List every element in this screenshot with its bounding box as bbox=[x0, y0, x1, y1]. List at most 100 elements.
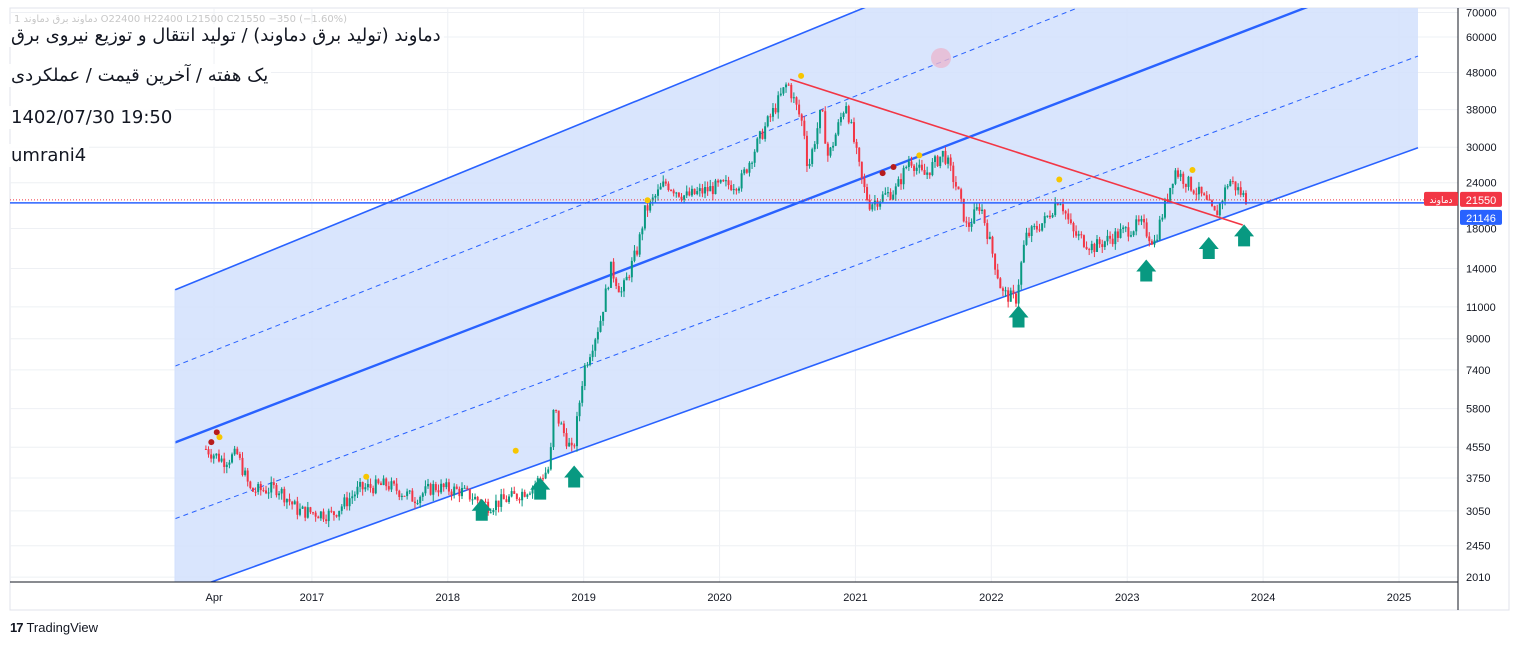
candle-body bbox=[654, 195, 657, 198]
candle-body bbox=[764, 126, 767, 139]
candle-body bbox=[568, 442, 571, 447]
candle-body bbox=[1009, 290, 1012, 302]
candle-body bbox=[424, 486, 427, 494]
symbol-tag-label: دماوند bbox=[1429, 196, 1452, 206]
candle-body bbox=[670, 190, 673, 192]
candle-body bbox=[460, 487, 463, 497]
candle-body bbox=[758, 131, 761, 139]
candle-body bbox=[860, 161, 863, 179]
candle-body bbox=[994, 253, 997, 270]
candle-body bbox=[565, 433, 568, 447]
candle-body bbox=[701, 188, 704, 194]
candle-body bbox=[1022, 244, 1025, 263]
candle-body bbox=[434, 484, 437, 491]
candle-body bbox=[204, 448, 207, 450]
candle-body bbox=[996, 269, 999, 279]
candle-body bbox=[847, 106, 850, 123]
regression-channel[interactable] bbox=[174, 0, 1419, 595]
channel-fill bbox=[175, 8, 1418, 582]
candle-body bbox=[1182, 173, 1185, 184]
candle-body bbox=[795, 97, 798, 105]
candle-body bbox=[706, 187, 709, 192]
y-tick-label: 9000 bbox=[1466, 334, 1490, 346]
candle-body bbox=[1028, 232, 1031, 236]
candle-body bbox=[1197, 186, 1200, 195]
candle-body bbox=[544, 472, 547, 479]
candle-body bbox=[1077, 234, 1080, 236]
candle-body bbox=[612, 261, 615, 279]
candle-body bbox=[740, 173, 743, 189]
candle-body bbox=[920, 164, 923, 170]
candle-body bbox=[1143, 219, 1146, 223]
candle-body bbox=[892, 194, 895, 200]
candle-body bbox=[960, 189, 963, 199]
candle-body bbox=[884, 193, 887, 195]
candle-body bbox=[471, 499, 474, 501]
up-arrow-icon bbox=[564, 465, 585, 488]
symbol-tag bbox=[1424, 191, 1458, 206]
candle-body bbox=[894, 186, 897, 195]
candle-body bbox=[505, 499, 508, 503]
candle-body bbox=[379, 483, 382, 486]
candle-body bbox=[267, 492, 270, 494]
candle-body bbox=[1177, 170, 1180, 177]
candle-body bbox=[366, 484, 369, 488]
candle-body bbox=[1103, 241, 1106, 247]
candle-body bbox=[907, 161, 910, 167]
candle-body bbox=[1111, 238, 1114, 245]
signal-dot bbox=[798, 72, 805, 79]
line-price-tag bbox=[1460, 209, 1502, 225]
time-axis[interactable]: Apr 2017 2018 2019 2020 2021 2022 2023 2024 2025 bbox=[10, 581, 1458, 604]
chart-frame bbox=[9, 7, 1510, 611]
y-tick-label: 3750 bbox=[1466, 473, 1490, 485]
candle-body bbox=[466, 487, 469, 489]
x-tick-label: 2018 bbox=[436, 592, 460, 604]
candle-body bbox=[390, 481, 393, 490]
signal-dot bbox=[890, 163, 897, 170]
candle-body bbox=[573, 445, 576, 447]
candle-body bbox=[1035, 226, 1038, 230]
candle-body bbox=[327, 510, 330, 522]
candle-body bbox=[711, 186, 714, 195]
x-tick-label: 2017 bbox=[300, 592, 324, 604]
candle-body bbox=[1242, 193, 1245, 195]
candle-body bbox=[1231, 180, 1234, 182]
candle-body bbox=[913, 165, 916, 171]
candle-body bbox=[432, 484, 435, 495]
price-axis[interactable]: 70000 60000 48000 38000 30000 24000 18000 14000… bbox=[1424, 7, 1502, 610]
candle-body bbox=[1132, 231, 1135, 236]
candle-body bbox=[1213, 206, 1216, 211]
candle-body bbox=[416, 503, 419, 505]
candle-body bbox=[855, 141, 858, 148]
candle-body bbox=[455, 486, 458, 489]
y-tick-label: 2450 bbox=[1466, 541, 1490, 553]
candle-body bbox=[852, 122, 855, 142]
candle-body bbox=[500, 494, 503, 507]
candle-body bbox=[351, 496, 354, 499]
candle-body bbox=[1187, 176, 1190, 187]
candle-body bbox=[923, 169, 926, 175]
candle-body bbox=[1041, 223, 1044, 231]
candle-body bbox=[1043, 216, 1046, 224]
candle-body bbox=[1051, 215, 1054, 218]
ohlc-legend: 1 دماوند برق دماوند O22400 H22400 L21500… bbox=[14, 14, 348, 25]
candle-body bbox=[962, 198, 965, 222]
candle-body bbox=[863, 178, 866, 188]
candle-body bbox=[983, 209, 986, 224]
candle-body bbox=[393, 481, 396, 484]
candle-body bbox=[675, 192, 678, 194]
price-tags: دماوند 21550 21146 bbox=[1424, 191, 1502, 225]
candle-body bbox=[662, 181, 665, 187]
candle-body bbox=[949, 157, 952, 166]
candle-body bbox=[275, 485, 278, 496]
candle-body bbox=[1148, 236, 1151, 242]
candle-body bbox=[278, 493, 281, 496]
candle-body bbox=[1208, 199, 1211, 201]
candle-body bbox=[413, 501, 416, 504]
candle-body bbox=[641, 228, 644, 235]
tradingview-brand[interactable]: 17 TradingView bbox=[10, 620, 98, 635]
symbol-subtitle: یک هفته / آخرین قیمت / عملکردی bbox=[8, 64, 272, 87]
candle-body bbox=[411, 490, 414, 502]
candle-body bbox=[748, 162, 751, 173]
